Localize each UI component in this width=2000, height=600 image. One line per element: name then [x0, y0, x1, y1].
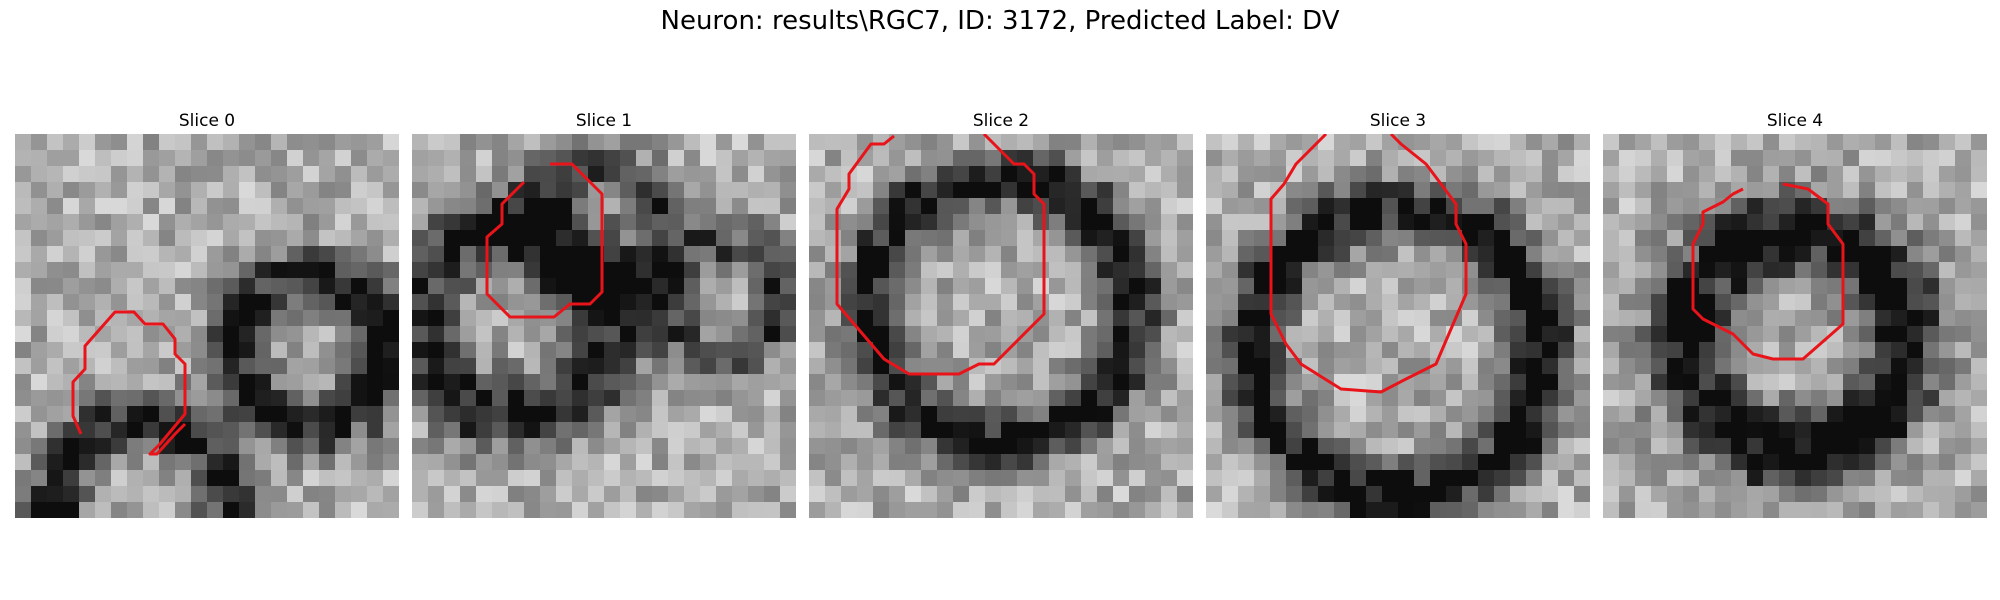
slice-panel-3: Slice 3 — [1206, 108, 1590, 518]
slice-image-3 — [1206, 134, 1590, 518]
slice-image-1 — [412, 134, 796, 518]
roi-contour — [1691, 182, 1845, 361]
roi-contour — [835, 134, 1046, 376]
roi-contour — [1269, 134, 1468, 394]
roi-contour — [71, 310, 187, 456]
slice-panel-0: Slice 0 — [15, 108, 399, 518]
slice-panel-4: Slice 4 — [1603, 108, 1987, 518]
slice-panel-2: Slice 2 — [809, 108, 1193, 518]
slice-title: Slice 0 — [178, 111, 236, 131]
slice-image-0 — [15, 134, 399, 518]
slice-panel-1: Slice 1 — [412, 108, 796, 518]
slice-title: Slice 3 — [1369, 111, 1427, 131]
roi-contour — [485, 162, 604, 319]
slice-image-2 — [809, 134, 1193, 518]
slice-title: Slice 4 — [1766, 111, 1824, 131]
slice-title: Slice 2 — [972, 111, 1030, 131]
figure-title: Neuron: results\RGC7, ID: 3172, Predicte… — [660, 6, 1340, 36]
slice-image-4 — [1603, 134, 1987, 518]
slice-title: Slice 1 — [575, 111, 633, 131]
